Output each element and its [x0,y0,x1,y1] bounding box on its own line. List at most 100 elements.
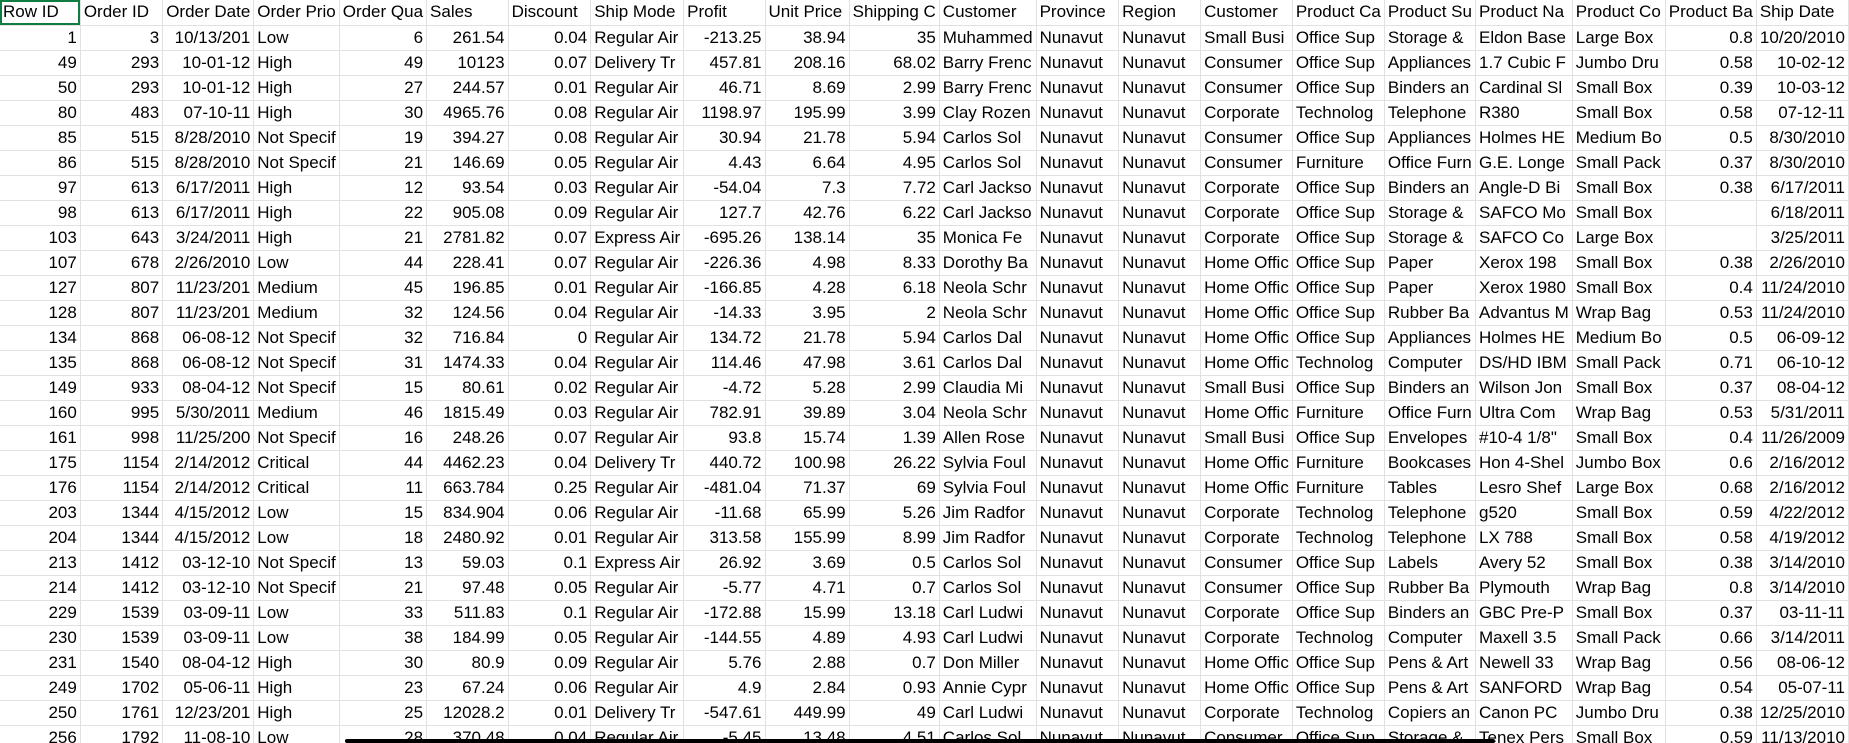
table-cell[interactable]: 0.7 [849,575,940,601]
table-cell[interactable]: Carlos Sol [939,575,1037,601]
table-cell[interactable]: 98 [0,200,81,226]
table-cell[interactable]: Nunavut [1036,675,1120,701]
table-cell[interactable]: 26.92 [683,550,766,576]
table-cell[interactable]: Small Busi [1200,25,1293,51]
table-cell[interactable]: Barry Frenc [939,75,1037,101]
table-cell[interactable]: Nunavut [1118,225,1202,251]
table-cell[interactable]: Regular Air [590,200,685,226]
table-cell[interactable]: 08-04-12 [162,650,255,676]
table-cell[interactable]: 06-08-12 [162,325,255,351]
table-cell[interactable]: High [253,200,340,226]
table-cell[interactable]: 1154 [80,475,164,501]
table-cell[interactable]: 1344 [80,525,164,551]
table-cell[interactable]: Pens & Art [1384,675,1476,701]
table-cell[interactable]: 0.04 [508,350,592,376]
table-cell[interactable]: Consumer [1200,550,1293,576]
table-cell[interactable]: 663.784 [426,475,509,501]
table-cell[interactable]: 998 [80,425,164,451]
table-cell[interactable]: 134 [0,325,81,351]
table-cell[interactable]: 203 [0,500,81,526]
table-cell[interactable]: SAFCO Mo [1475,200,1573,226]
table-cell[interactable]: Nunavut [1118,550,1202,576]
table-cell[interactable]: Telephone [1384,500,1476,526]
table-cell[interactable]: Office Sup [1292,75,1385,101]
table-cell[interactable]: Office Sup [1292,200,1385,226]
table-cell[interactable]: 71.37 [765,475,850,501]
table-cell[interactable]: 0.66 [1665,625,1757,651]
table-cell[interactable]: 5.94 [849,325,940,351]
table-cell[interactable]: 0.03 [508,400,592,426]
table-cell[interactable]: Not Specif [253,375,340,401]
table-cell[interactable]: Office Sup [1292,250,1385,276]
table-cell[interactable]: 716.84 [426,325,509,351]
table-cell[interactable]: Furniture [1292,150,1385,176]
table-cell[interactable]: Delivery Tr [590,450,685,476]
table-cell[interactable]: Nunavut [1036,175,1120,201]
table-cell[interactable]: Hon 4-Shel [1475,450,1573,476]
table-cell[interactable]: R380 [1475,100,1573,126]
table-cell[interactable]: 0.07 [508,250,592,276]
table-cell[interactable]: 06-09-12 [1756,325,1849,351]
table-cell[interactable]: 0.25 [508,475,592,501]
table-cell[interactable]: Nunavut [1118,200,1202,226]
table-cell[interactable]: Xerox 198 [1475,250,1573,276]
table-cell[interactable]: Home Offic [1200,450,1293,476]
table-cell[interactable]: 228.41 [426,250,509,276]
table-cell[interactable]: 6.18 [849,275,940,301]
table-cell[interactable]: Regular Air [590,525,685,551]
table-cell[interactable]: Nunavut [1036,625,1120,651]
table-cell[interactable]: 0.4 [1665,425,1757,451]
table-cell[interactable]: 0.71 [1665,350,1757,376]
table-cell[interactable]: Wrap Bag [1572,650,1666,676]
table-cell[interactable]: 135 [0,350,81,376]
table-cell[interactable]: Low [253,25,340,51]
table-cell[interactable]: Not Specif [253,425,340,451]
table-cell[interactable]: Regular Air [590,25,685,51]
column-header-cell[interactable]: Region [1118,0,1202,26]
column-header-cell[interactable]: Product Co [1572,0,1666,26]
table-cell[interactable]: 06-08-12 [162,350,255,376]
table-cell[interactable]: Low [253,250,340,276]
table-cell[interactable]: 230 [0,625,81,651]
table-cell[interactable]: Home Offic [1200,400,1293,426]
table-cell[interactable]: 30.94 [683,125,766,151]
table-cell[interactable]: Labels [1384,550,1476,576]
table-cell[interactable]: 0.37 [1665,600,1757,626]
table-cell[interactable]: Office Sup [1292,175,1385,201]
table-cell[interactable]: 0.01 [508,700,592,726]
table-cell[interactable]: Nunavut [1118,475,1202,501]
table-cell[interactable]: 196.85 [426,275,509,301]
table-cell[interactable]: Canon PC [1475,700,1573,726]
table-cell[interactable]: 1702 [80,675,164,701]
table-cell[interactable]: 0.37 [1665,375,1757,401]
table-cell[interactable]: -213.25 [683,25,766,51]
table-cell[interactable]: Nunavut [1036,500,1120,526]
table-cell[interactable]: 807 [80,300,164,326]
table-cell[interactable]: Critical [253,475,340,501]
table-cell[interactable]: -11.68 [683,500,766,526]
table-cell[interactable]: Medium [253,275,340,301]
table-cell[interactable]: Angle-D Bi [1475,175,1573,201]
table-cell[interactable]: -481.04 [683,475,766,501]
table-cell[interactable]: Not Specif [253,575,340,601]
table-cell[interactable]: Appliances [1384,50,1476,76]
table-cell[interactable]: Home Offic [1200,325,1293,351]
table-cell[interactable]: 80 [0,100,81,126]
table-cell[interactable]: Small Box [1572,375,1666,401]
table-cell[interactable]: Consumer [1200,75,1293,101]
table-cell[interactable]: 31 [339,350,428,376]
table-cell[interactable]: 49 [849,700,940,726]
table-cell[interactable]: Regular Air [590,425,685,451]
table-cell[interactable]: Office Sup [1292,225,1385,251]
table-cell[interactable]: 4.28 [765,275,850,301]
table-cell[interactable]: 47.98 [765,350,850,376]
table-cell[interactable]: Nunavut [1036,700,1120,726]
table-cell[interactable]: 46.71 [683,75,766,101]
table-cell[interactable]: 440.72 [683,450,766,476]
table-cell[interactable]: 0.04 [508,25,592,51]
table-cell[interactable]: Low [253,525,340,551]
table-cell[interactable]: Nunavut [1118,350,1202,376]
table-cell[interactable]: 10-01-12 [162,75,255,101]
table-cell[interactable]: Nunavut [1036,325,1120,351]
